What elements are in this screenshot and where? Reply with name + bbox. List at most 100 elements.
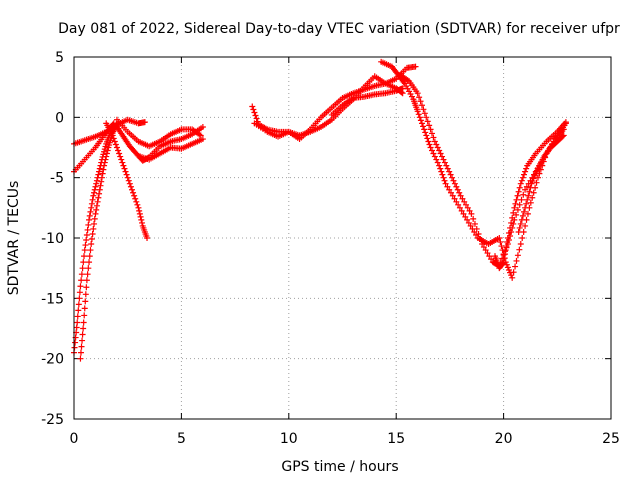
data-point bbox=[434, 144, 441, 151]
data-point bbox=[462, 213, 469, 220]
data-point bbox=[504, 239, 511, 246]
data-point bbox=[96, 165, 103, 172]
data-point bbox=[131, 192, 138, 199]
data-point bbox=[446, 186, 453, 193]
plot-frame bbox=[73, 56, 612, 420]
x-tick-label: 10 bbox=[280, 431, 298, 447]
data-point bbox=[91, 215, 98, 222]
data-point bbox=[418, 120, 425, 127]
data-point bbox=[92, 183, 99, 190]
data-point bbox=[98, 174, 105, 181]
data-point bbox=[529, 178, 536, 185]
data-point bbox=[467, 222, 474, 229]
data-point bbox=[412, 63, 419, 70]
data-point bbox=[451, 195, 458, 202]
data-point bbox=[414, 90, 421, 97]
data-point bbox=[81, 247, 88, 254]
data-point bbox=[518, 177, 525, 184]
data-point bbox=[124, 174, 131, 181]
label-layer: 0 5 10 15 20 25 5 0 -5 -10 -15 -20 -25 bbox=[41, 50, 620, 447]
data-point bbox=[77, 355, 84, 362]
data-point bbox=[83, 231, 90, 238]
data-series-track-14 bbox=[492, 119, 569, 272]
data-point bbox=[447, 189, 454, 196]
data-point bbox=[85, 221, 92, 228]
data-point bbox=[109, 132, 116, 139]
data-point bbox=[87, 247, 94, 254]
data-point bbox=[484, 250, 491, 257]
data-point bbox=[117, 153, 124, 160]
data-point bbox=[444, 165, 451, 172]
data-point bbox=[488, 256, 495, 263]
data-series-track-8 bbox=[135, 136, 206, 163]
data-point bbox=[88, 241, 95, 248]
data-point bbox=[439, 171, 446, 178]
data-point bbox=[424, 135, 431, 142]
data-point bbox=[139, 219, 146, 226]
data-point bbox=[431, 153, 438, 160]
data-point bbox=[465, 219, 472, 226]
data-point bbox=[430, 150, 437, 157]
data-point bbox=[463, 201, 470, 208]
data-point bbox=[82, 291, 89, 298]
data-point bbox=[502, 247, 509, 254]
data-point bbox=[254, 118, 261, 125]
data-point bbox=[514, 252, 521, 259]
data-point bbox=[92, 210, 99, 217]
data-point bbox=[533, 179, 540, 186]
data-point bbox=[450, 177, 457, 184]
data-point bbox=[420, 106, 427, 113]
data-point bbox=[112, 141, 119, 148]
data-point bbox=[121, 165, 128, 172]
data-point bbox=[426, 141, 433, 148]
data-point bbox=[460, 210, 467, 217]
data-point bbox=[427, 126, 434, 133]
data-point bbox=[88, 200, 95, 207]
data-point bbox=[98, 178, 105, 185]
data-point bbox=[458, 207, 465, 214]
data-point bbox=[505, 266, 512, 273]
data-point bbox=[504, 264, 511, 271]
data-point bbox=[527, 199, 534, 206]
data-point bbox=[91, 189, 98, 196]
data-point bbox=[437, 165, 444, 172]
data-point bbox=[423, 114, 430, 121]
data-point bbox=[431, 138, 438, 145]
data-point bbox=[83, 284, 90, 291]
data-point bbox=[429, 130, 435, 137]
data-point bbox=[418, 102, 425, 109]
data-point bbox=[511, 204, 518, 211]
data-point bbox=[104, 147, 111, 154]
data-point bbox=[115, 147, 122, 154]
data-point bbox=[497, 239, 504, 246]
data-point bbox=[74, 319, 81, 326]
data-point bbox=[113, 144, 120, 151]
grid-layer bbox=[74, 57, 611, 419]
data-point bbox=[421, 126, 428, 133]
data-point bbox=[252, 112, 259, 119]
data-point bbox=[534, 174, 541, 181]
data-point bbox=[522, 168, 529, 175]
data-point bbox=[249, 103, 256, 110]
data-point bbox=[512, 200, 519, 207]
data-point bbox=[93, 177, 100, 184]
data-point bbox=[138, 216, 145, 223]
data-point bbox=[470, 215, 477, 222]
data-point bbox=[116, 150, 123, 157]
data-point bbox=[100, 166, 107, 173]
data-point bbox=[464, 216, 471, 223]
data-point bbox=[519, 212, 526, 219]
data-point bbox=[471, 220, 478, 227]
data-point bbox=[498, 243, 505, 250]
data-point bbox=[509, 274, 516, 281]
data-point bbox=[76, 289, 83, 296]
data-point bbox=[96, 186, 103, 193]
data-point bbox=[109, 121, 116, 128]
data-point bbox=[439, 153, 446, 160]
data-series-track-5 bbox=[103, 120, 151, 241]
data-point bbox=[516, 224, 523, 231]
data-point bbox=[503, 243, 510, 250]
data-point bbox=[125, 177, 132, 184]
data-point bbox=[433, 156, 440, 163]
data-point bbox=[102, 156, 109, 163]
